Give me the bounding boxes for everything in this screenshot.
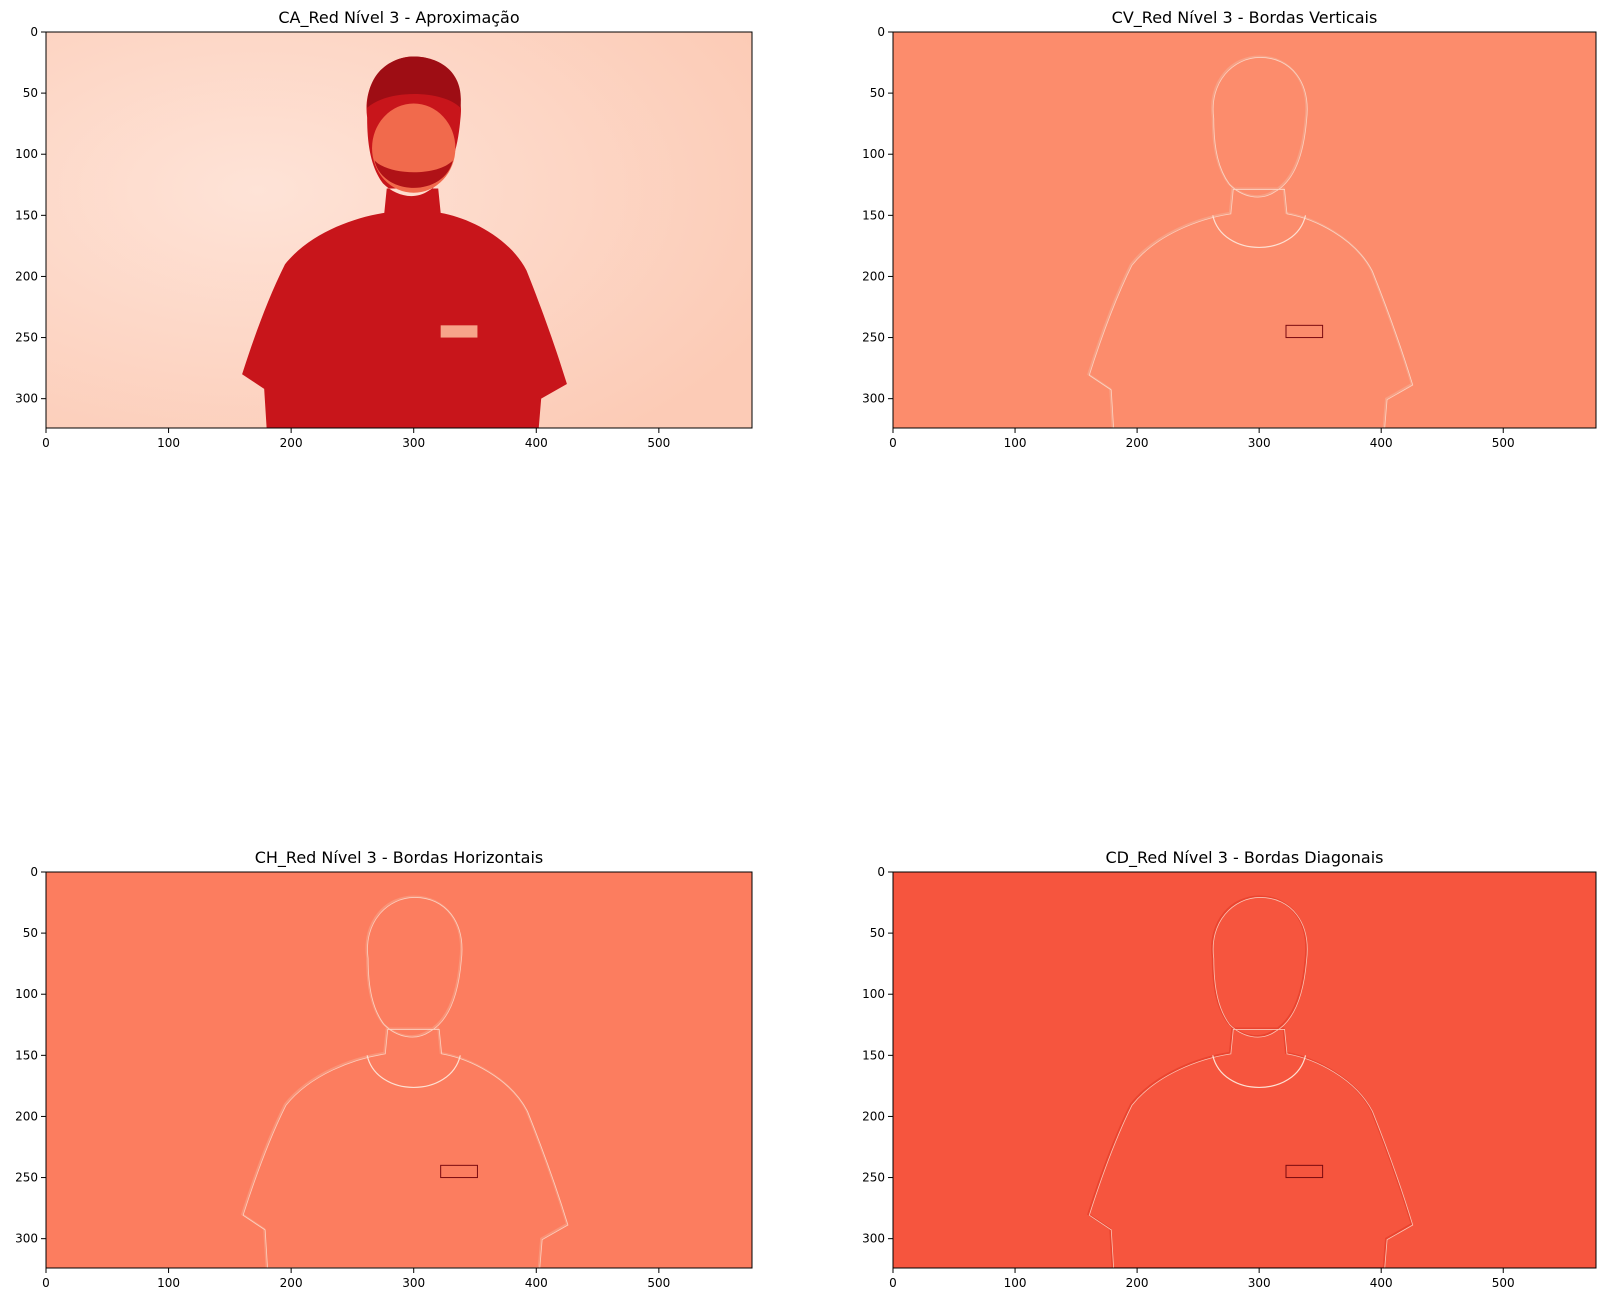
x-tick-label: 100: [157, 436, 180, 450]
person-figure: [1087, 55, 1414, 428]
x-tick-label: 200: [280, 1276, 303, 1290]
x-tick-label: 500: [647, 436, 670, 450]
person-figure: [240, 895, 569, 1268]
panel-title: CV_Red Nível 3 - Bordas Verticais: [1112, 8, 1378, 28]
collar-edge: [1212, 1055, 1307, 1088]
x-tick-label: 400: [1370, 1276, 1393, 1290]
subplot-diagonal-edges: CD_Red Nível 3 - Bordas Diagonais 0 100 200…: [862, 848, 1597, 1290]
shirt-logo: [440, 325, 478, 338]
subplot-horizontal-edges: CH_Red Nível 3 - Bordas Horizontais 0 100 2…: [15, 848, 753, 1290]
y-tick-label: 0: [30, 865, 38, 879]
y-tick-label: 50: [870, 926, 885, 940]
panel-title: CA_Red Nível 3 - Aproximação: [278, 8, 519, 28]
panel-title: CH_Red Nível 3 - Bordas Horizontais: [255, 848, 544, 868]
y-tick-label: 150: [15, 1048, 38, 1062]
x-tick-label: 300: [1248, 436, 1271, 450]
shirt-logo-edge: [1285, 324, 1324, 339]
y-tick-label: 300: [862, 1232, 885, 1246]
x-tick-label: 0: [42, 1276, 50, 1290]
y-tick-label: 150: [862, 1048, 885, 1062]
y-tick-label: 200: [15, 269, 38, 283]
y-tick-label: 250: [862, 331, 885, 345]
x-tick-label: 500: [1492, 1276, 1515, 1290]
y-tick-label: 200: [862, 269, 885, 283]
person-edge-highlight: [1088, 57, 1414, 428]
person-figure: [242, 56, 567, 428]
image-background: [893, 872, 1596, 1268]
panel-title: CD_Red Nível 3 - Bordas Diagonais: [1105, 848, 1383, 868]
x-tick-label: 200: [1126, 1276, 1149, 1290]
y-tick-label: 200: [15, 1109, 38, 1123]
y-tick-label: 0: [877, 25, 885, 39]
x-tick-label: 400: [525, 1276, 548, 1290]
y-tick-label: 100: [862, 147, 885, 161]
person-edge-highlight: [242, 897, 569, 1268]
axes-frame: [45, 31, 753, 429]
axes-frame: [892, 871, 1597, 1269]
x-tick-label: 300: [1248, 1276, 1271, 1290]
image-background: [46, 872, 752, 1268]
subplot-approximation: CA_Red Nível 3 - Aproximação 0 100 200 300 40…: [15, 8, 753, 450]
x-tick-label: 0: [889, 1276, 897, 1290]
y-tick-label: 300: [862, 392, 885, 406]
y-tick-label: 50: [870, 86, 885, 100]
person-silhouette: [242, 56, 567, 428]
x-tick-label: 400: [1370, 436, 1393, 450]
y-tick-label: 250: [15, 331, 38, 345]
x-tick-label: 0: [42, 436, 50, 450]
x-tick-label: 200: [280, 436, 303, 450]
y-tick-label: 0: [30, 25, 38, 39]
y-tick-label: 100: [862, 987, 885, 1001]
person-edge-highlight: [1088, 897, 1414, 1268]
y-tick-label: 300: [15, 1232, 38, 1246]
y-tick-label: 0: [877, 865, 885, 879]
image-background: [893, 32, 1596, 428]
y-tick-label: 50: [23, 86, 38, 100]
beard-region: [374, 160, 453, 188]
collar-edge: [1212, 215, 1307, 248]
x-tick-label: 0: [889, 436, 897, 450]
x-tick-label: 100: [157, 1276, 180, 1290]
y-tick-label: 250: [15, 1171, 38, 1185]
subplot-vertical-edges: CV_Red Nível 3 - Bordas Verticais 0 100 200…: [862, 8, 1597, 450]
x-tick-label: 100: [1004, 436, 1027, 450]
x-tick-label: 100: [1004, 1276, 1027, 1290]
x-tick-label: 300: [402, 1276, 425, 1290]
y-tick-label: 250: [862, 1171, 885, 1185]
x-tick-label: 300: [402, 436, 425, 450]
shirt-logo-edge: [1285, 1164, 1324, 1179]
y-tick-label: 50: [23, 926, 38, 940]
y-tick-label: 200: [862, 1109, 885, 1123]
person-figure: [1087, 895, 1414, 1268]
x-tick-label: 500: [647, 1276, 670, 1290]
axes-frame: [892, 31, 1597, 429]
x-tick-label: 500: [1492, 436, 1515, 450]
y-tick-label: 150: [15, 208, 38, 222]
axes-frame: [45, 871, 753, 1269]
y-tick-label: 100: [15, 987, 38, 1001]
x-tick-label: 400: [525, 436, 548, 450]
hair-region: [367, 56, 461, 108]
shirt-logo-edge: [440, 1164, 478, 1179]
y-tick-label: 150: [862, 208, 885, 222]
collar-edge: [366, 1055, 461, 1088]
y-tick-label: 100: [15, 147, 38, 161]
x-tick-label: 200: [1126, 436, 1149, 450]
y-tick-label: 300: [15, 392, 38, 406]
